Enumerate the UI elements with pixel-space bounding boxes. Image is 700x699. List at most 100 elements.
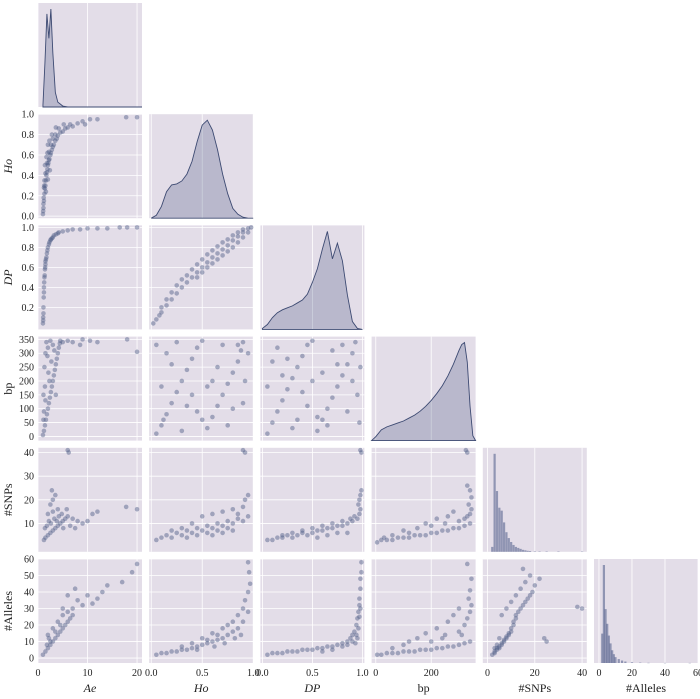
point-bp-vs-Ae [70, 339, 75, 345]
point-bp-vs-Ho [242, 378, 248, 384]
point-SNPs-vs-DP [315, 535, 320, 540]
point-SNPs-vs-Ho [184, 528, 190, 533]
point-bp-vs-DP [270, 420, 275, 425]
point-Alleles-vs-Ho [245, 609, 251, 615]
point-Alleles-vs-SNPs [520, 602, 526, 608]
xtick-label: 0.5 [196, 668, 209, 679]
point-Alleles-vs-Ho [235, 612, 241, 618]
point-Alleles-vs-bp [415, 635, 420, 641]
xtick-label: 0 [36, 668, 41, 679]
point-SNPs-vs-Ae [55, 523, 61, 529]
point-Ho-vs-Ae [65, 125, 71, 130]
point-Alleles-vs-DP [300, 647, 305, 653]
point-Alleles-vs-Ae [45, 632, 51, 638]
ytick-label: 0.4 [22, 171, 35, 182]
point-DP-vs-Ae [105, 226, 110, 231]
point-bp-vs-Ae [41, 392, 46, 398]
point-bp-vs-Ho [238, 348, 244, 353]
ytick-label: 300 [19, 349, 34, 360]
point-Ho-vs-Ae [56, 126, 62, 131]
point-SNPs-vs-DP [356, 502, 361, 507]
point-Alleles-vs-bp [434, 645, 440, 651]
point-SNPs-vs-Ae [50, 528, 56, 533]
point-SNPs-vs-Ho [159, 535, 164, 540]
ytick-label: 0.8 [22, 130, 35, 141]
point-SNPs-vs-DP [359, 488, 364, 493]
point-bp-vs-Ae [56, 345, 62, 350]
point-bp-vs-DP [335, 362, 340, 367]
point-SNPs-vs-Ae [65, 514, 71, 519]
point-Alleles-vs-Ho [232, 635, 238, 641]
hist-bar-Alleles [617, 659, 620, 663]
point-DP-vs-Ho [210, 261, 215, 266]
point-Alleles-vs-SNPs [541, 635, 547, 641]
point-DP-vs-Ho [169, 297, 174, 302]
point-Ho-vs-Ae [44, 170, 50, 175]
point-DP-vs-Ho [235, 230, 241, 235]
point-Alleles-vs-Ae [90, 601, 95, 606]
point-SNPs-vs-DP [310, 530, 315, 536]
point-Alleles-vs-DP [355, 635, 360, 641]
ytick-label: 0 [29, 432, 34, 443]
hist-bar-SNPs [512, 544, 515, 552]
point-SNPs-vs-bp [384, 537, 390, 543]
point-DP-vs-Ae [41, 305, 46, 310]
point-DP-vs-Ho [199, 257, 205, 262]
point-DP-vs-Ae [41, 285, 47, 290]
hist-bar-Alleles [612, 654, 615, 663]
point-Alleles-vs-Ae [44, 642, 50, 648]
point-DP-vs-Ae [117, 225, 123, 230]
point-Alleles-vs-DP [325, 644, 330, 649]
point-DP-vs-Ae [41, 290, 47, 295]
point-bp-vs-Ho [164, 411, 169, 417]
point-SNPs-vs-Ae [90, 511, 95, 517]
point-bp-vs-Ae [87, 338, 93, 344]
point-Alleles-vs-bp [406, 649, 412, 654]
point-SNPs-vs-bp [423, 532, 428, 538]
panel-bp-vs-Ae [38, 336, 142, 441]
point-bp-vs-DP [285, 386, 290, 392]
point-SNPs-vs-Ho [215, 521, 220, 526]
point-bp-vs-DP [300, 389, 305, 395]
point-SNPs-vs-bp [406, 535, 412, 540]
point-SNPs-vs-DP [280, 532, 285, 538]
ytick-label: 350 [19, 335, 34, 346]
point-SNPs-vs-Ho [235, 516, 241, 522]
point-bp-vs-Ho [154, 342, 159, 348]
point-Alleles-vs-SNPs [499, 640, 505, 646]
point-DP-vs-Ho [169, 290, 174, 295]
point-bp-vs-Ho [184, 403, 190, 409]
point-SNPs-vs-DP [340, 523, 345, 529]
point-Ho-vs-Ae [43, 189, 49, 194]
point-Alleles-vs-SNPs [513, 612, 519, 618]
point-SNPs-vs-Ae [48, 530, 53, 536]
point-Alleles-vs-DP [345, 639, 350, 644]
point-bp-vs-Ho [235, 342, 241, 348]
point-DP-vs-Ae [45, 245, 51, 250]
point-Alleles-vs-Ae [48, 642, 53, 648]
point-SNPs-vs-Ae [123, 504, 129, 510]
point-SNPs-vs-bp [401, 528, 406, 533]
point-Alleles-vs-SNPs [511, 622, 516, 628]
point-Alleles-vs-DP [270, 650, 275, 656]
point-bp-vs-Ae [42, 423, 48, 428]
point-DP-vs-Ae [65, 228, 71, 233]
point-Alleles-vs-Ho [210, 630, 215, 636]
point-Alleles-vs-Ho [205, 637, 210, 643]
point-SNPs-vs-bp [467, 488, 473, 493]
point-SNPs-vs-Ho [205, 530, 210, 536]
point-Ho-vs-Ae [41, 183, 47, 188]
point-bp-vs-Ho [230, 406, 236, 412]
point-Alleles-vs-bp [434, 626, 440, 631]
point-Ho-vs-Ae [75, 121, 80, 126]
hist-bar-Alleles [624, 661, 627, 663]
point-bp-vs-Ae [44, 339, 49, 345]
point-DP-vs-Ho [235, 234, 241, 239]
point-bp-vs-Ae [134, 349, 140, 355]
point-Alleles-vs-bp [467, 639, 473, 644]
point-Alleles-vs-Ae [60, 606, 66, 611]
point-DP-vs-Ho [159, 310, 164, 315]
ytick-label: 0.2 [22, 191, 35, 202]
point-SNPs-vs-bp [440, 528, 445, 533]
point-bp-vs-Ae [41, 428, 47, 434]
